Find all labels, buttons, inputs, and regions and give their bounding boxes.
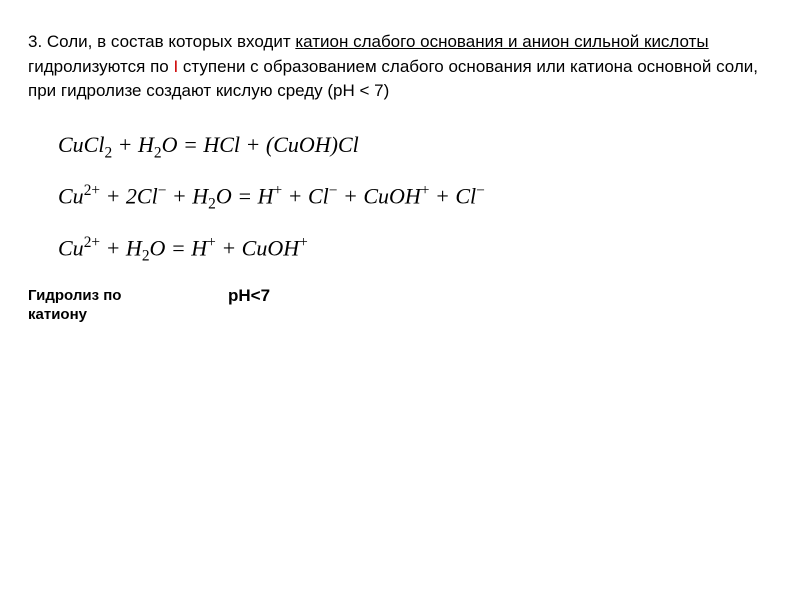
equation-line-2: Cu2+ + H2O = H+ + CuOH+	[58, 234, 772, 266]
equation-line-0: CuCl2 + H2O = HCl + (CuOH)Cl	[58, 132, 772, 162]
paragraph-underline1: катион слабого основания и анион сильной…	[295, 32, 708, 51]
ph-label: pH<7	[228, 286, 270, 325]
equation-line-1: Cu2+ + 2Cl− + H2O = H+ + Cl− + CuOH+ + C…	[58, 182, 772, 214]
equations-block: CuCl2 + H2O = HCl + (CuOH)Cl Cu2+ + 2Cl− …	[58, 132, 772, 266]
paragraph-mid1: гидролизуются по	[28, 57, 173, 76]
hydrolysis-line1: Гидролиз по	[28, 287, 121, 304]
hydrolysis-line2: катиону	[28, 306, 87, 323]
bottom-labels: Гидролиз по катиону pH<7	[28, 286, 772, 325]
hydrolysis-label: Гидролиз по катиону	[28, 286, 198, 325]
intro-paragraph: 3. Соли, в состав которых входит катион …	[28, 30, 772, 104]
paragraph-prefix: 3. Соли, в состав которых входит	[28, 32, 295, 51]
